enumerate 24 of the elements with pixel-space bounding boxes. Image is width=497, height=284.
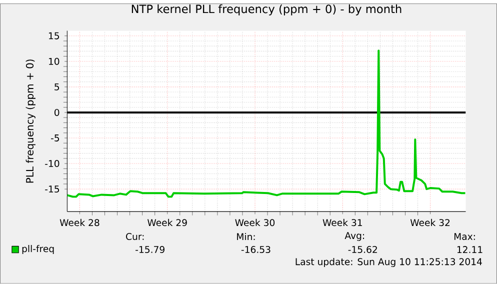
text: 12.11: [457, 246, 482, 254]
y-axis-title: PLL frequency (ppm + 0): [26, 60, 36, 183]
y-tick-label: 15: [48, 32, 60, 40]
x-tick-label: Week 32: [410, 219, 450, 226]
x-tick-label: Week 29: [147, 219, 187, 226]
legend-label: pll-freq: [22, 245, 54, 254]
x-tick-label: Week 31: [322, 219, 362, 226]
y-tick-label: -10: [45, 160, 60, 168]
y-tick-label: 0: [54, 109, 60, 116]
text: Cur:: [126, 233, 144, 240]
text: Avg:: [344, 232, 364, 242]
text: -16.53: [241, 246, 270, 254]
x-tick-label: Week 30: [235, 219, 275, 226]
chart-title: NTP kernel PLL frequency (ppm + 0) - by month: [132, 4, 402, 16]
text: Min:: [237, 233, 255, 240]
y-tick-label: -5: [50, 134, 60, 142]
text: Last update: Sun Aug 10 11:25:13 2014: [296, 258, 482, 268]
y-tick-label: -15: [45, 186, 60, 193]
text: Max:: [454, 233, 475, 240]
y-tick-label: 5: [54, 84, 60, 91]
text: -15.79: [136, 246, 164, 254]
x-tick-label: Week 28: [60, 219, 100, 226]
text: -15.62: [348, 246, 377, 254]
y-tick-label: 10: [48, 58, 60, 66]
